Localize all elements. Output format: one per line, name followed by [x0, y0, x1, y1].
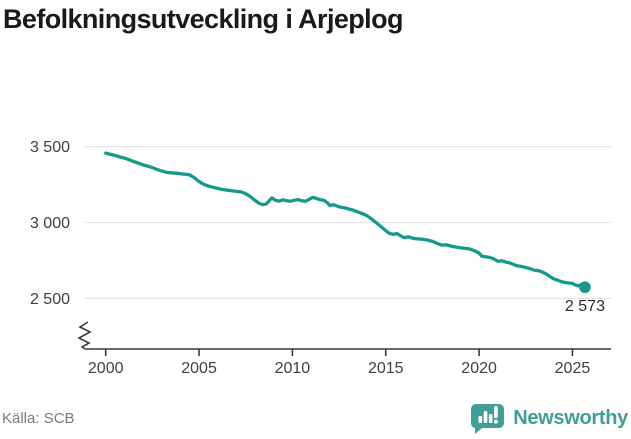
y-tick-label: 2 500 [30, 291, 70, 308]
x-tick-label: 2025 [555, 360, 591, 377]
end-value-label: 2 573 [565, 298, 605, 315]
brand-name: Newsworthy [513, 406, 628, 429]
x-tick-label: 2000 [88, 360, 124, 377]
axis-break-icon [77, 321, 92, 350]
end-point-dot [579, 281, 591, 294]
x-tick-label: 2015 [368, 360, 404, 377]
source-note: Källa: SCB [2, 410, 75, 427]
speech-bubble-shape [471, 404, 505, 434]
y-tick-label: 3 000 [30, 215, 70, 232]
population-line-chart: 3 500 3 000 2 500 2000 2005 2010 2015 2020 2025 2… [30, 139, 611, 377]
y-tick-label: 3 500 [30, 139, 70, 156]
x-tick-label: 2020 [461, 360, 497, 377]
newsworthy-logo-icon [471, 404, 505, 434]
x-tick-label: 2010 [275, 360, 311, 377]
population-line [104, 151, 587, 289]
newsworthy-brand: Newsworthy [471, 401, 628, 435]
page-title: Befolkningsutveckling i Arjeplog [3, 4, 403, 34]
x-tick-label: 2005 [181, 360, 217, 377]
bar-chart-glyph [478, 406, 499, 424]
